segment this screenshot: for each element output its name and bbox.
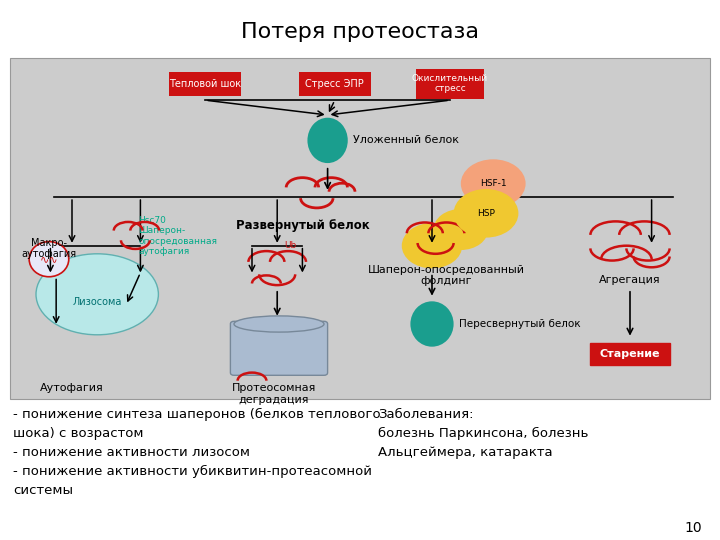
Text: Шаперон-опосредованный
фолдинг: Шаперон-опосредованный фолдинг [368, 265, 525, 286]
Text: ∿∿: ∿∿ [40, 254, 58, 264]
Text: Уложенный белок: Уложенный белок [353, 136, 459, 145]
Ellipse shape [461, 159, 526, 208]
Text: Окислительный
стресс: Окислительный стресс [412, 74, 488, 93]
Text: Пересвернутый белок: Пересвернутый белок [459, 319, 581, 329]
Text: - понижение синтеза шаперонов (белков теплового
шока) с возрастом
- понижение ак: - понижение синтеза шаперонов (белков те… [13, 408, 381, 497]
Ellipse shape [29, 241, 69, 276]
Text: Лизосома: Лизосома [73, 298, 122, 307]
Ellipse shape [410, 301, 454, 347]
Ellipse shape [402, 223, 462, 268]
FancyBboxPatch shape [416, 69, 484, 98]
FancyBboxPatch shape [299, 71, 371, 96]
Text: HSP: HSP [477, 209, 495, 218]
Text: Развернутый белок: Развернутый белок [235, 219, 369, 232]
Ellipse shape [36, 254, 158, 335]
Ellipse shape [307, 118, 348, 163]
Text: Тепловой шок: Тепловой шок [169, 79, 241, 89]
FancyBboxPatch shape [230, 321, 328, 375]
Text: Стресс ЭПР: Стресс ЭПР [305, 79, 364, 89]
Text: Макро-
аутофагия: Макро- аутофагия [22, 238, 76, 259]
Text: Агрегация: Агрегация [599, 275, 661, 286]
Text: HSF-1: HSF-1 [480, 179, 506, 188]
Ellipse shape [234, 316, 324, 332]
Ellipse shape [433, 209, 488, 250]
FancyBboxPatch shape [590, 343, 670, 364]
Text: Заболевания:
болезнь Паркинсона, болезнь
Альцгеймера, катаракта: Заболевания: болезнь Паркинсона, болезнь… [378, 408, 588, 459]
Text: Старение: Старение [600, 349, 660, 359]
Text: 10: 10 [685, 521, 702, 535]
Text: Hsc70
Шаперон-
опосредованная
аутофагия: Hsc70 Шаперон- опосредованная аутофагия [138, 216, 217, 256]
Text: Ub: Ub [284, 241, 297, 250]
Text: Протеосомная
деградация: Протеосомная деградация [231, 383, 316, 405]
Ellipse shape [454, 189, 518, 238]
Text: Аутофагия: Аутофагия [40, 383, 104, 394]
FancyBboxPatch shape [169, 71, 241, 96]
Text: Потеря протеостаза: Потеря протеостаза [241, 22, 479, 42]
FancyBboxPatch shape [10, 58, 710, 399]
